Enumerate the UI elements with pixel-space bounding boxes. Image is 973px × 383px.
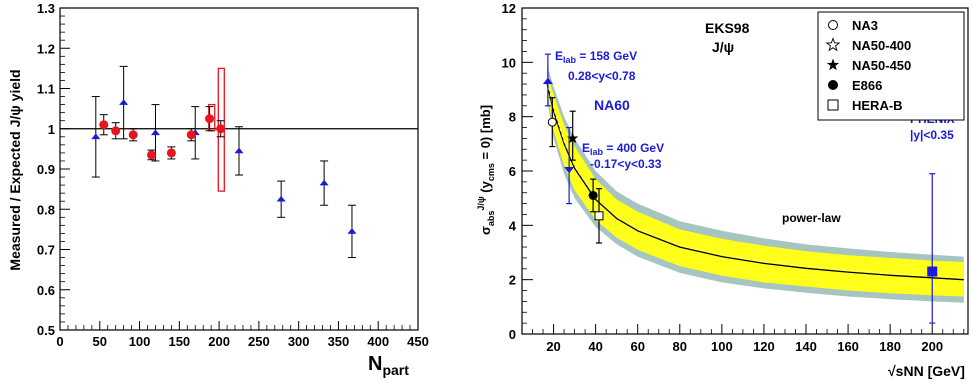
right-ticks: 20 40 60 80 100 120 140 160 180 200 0 2 4 6 8 10 12: [502, 1, 965, 354]
y-tick-label: 0.7: [37, 243, 55, 258]
legend-entry-label: NA3: [852, 18, 878, 33]
left-y-axis-label: Measured / Expected J/ψ yield: [7, 69, 23, 270]
right-x-axis-label: √sNN [GeV]: [888, 363, 965, 379]
legend-entry-label: E866: [852, 78, 882, 93]
left-ticks: 0 50 100 150 200 250 300 350 400 450 0.5 0.6 0.7 0.8 0…: [37, 1, 429, 349]
red-circle-point: [128, 130, 138, 140]
x-tick-label: 40: [588, 339, 602, 354]
y-tick-label: 0: [509, 327, 516, 342]
legend-star-icon: [826, 58, 840, 71]
x-tick-label: 450: [407, 334, 429, 349]
y-tick-label: 1: [48, 122, 55, 137]
na50-450-star-point: [566, 132, 579, 144]
x-tick-label: 250: [248, 334, 270, 349]
legend-open-star-icon: [825, 37, 841, 52]
x-tick-label: 100: [129, 334, 151, 349]
blue-triangle-point: [91, 133, 101, 140]
x-tick-label: 200: [208, 334, 230, 349]
x-tick-label: 140: [795, 339, 817, 354]
x-tick-label: 350: [328, 334, 350, 349]
annotation-elab-400: Elab = 400 GeV: [582, 141, 664, 157]
x-tick-label: 300: [288, 334, 310, 349]
x-tick-label: 200: [921, 339, 943, 354]
y-tick-label: 0.8: [37, 202, 55, 217]
x-tick-label: 120: [753, 339, 775, 354]
blue-triangle-point: [150, 129, 160, 136]
y-tick-label: 0.6: [37, 283, 55, 298]
legend-open-circle-icon: [828, 20, 838, 30]
x-tick-label: 100: [711, 339, 733, 354]
blue-triangle-point: [276, 195, 286, 202]
y-tick-label: 4: [509, 218, 517, 233]
x-tick-label: 160: [837, 339, 859, 354]
inner-uncertainty-band: [547, 73, 964, 297]
blue-triangle-point: [119, 99, 129, 105]
phenix-square-point: [927, 266, 938, 277]
right-data-points: [542, 53, 938, 324]
y-tick-label: 12: [502, 1, 516, 16]
y-tick-label: 8: [509, 110, 516, 125]
x-tick-label: 400: [367, 334, 389, 349]
annotation-na60: NA60: [594, 97, 630, 113]
left-chart: 0 50 100 150 200 250 300 350 400 450 0.5 0.6 0.7 0.8 0…: [7, 1, 429, 378]
annotation-rapidity-400: -0.17<y<0.33: [590, 157, 662, 171]
legend-entry-label: NA50-450: [852, 58, 911, 73]
x-tick-label: 20: [546, 339, 560, 354]
right-subtitle: J/ψ: [712, 39, 734, 55]
right-title: EKS98: [705, 20, 750, 36]
right-chart: 20 40 60 80 100 120 140 160 180 200 0 2 4 6 8 10 12 EKS9…: [476, 1, 969, 379]
red-circle-point: [111, 126, 121, 136]
legend-entry-label: NA50-400: [852, 38, 911, 53]
legend-filled-circle-icon: [828, 80, 838, 90]
x-tick-label: 50: [93, 334, 107, 349]
red-circle-point: [99, 120, 109, 130]
right-y-axis-label: σabsJ/ψ (ycms = 0) [mb]: [476, 105, 496, 235]
red-circle-point: [146, 150, 156, 160]
y-tick-label: 2: [509, 273, 516, 288]
y-tick-label: 10: [502, 55, 516, 70]
annotation-phenix-rapidity: |y|<0.35: [910, 128, 954, 142]
x-tick-label: 60: [630, 339, 644, 354]
left-data-points: [91, 65, 357, 259]
na60-158-triangle-point: [542, 77, 553, 84]
blue-triangle-point: [347, 228, 357, 234]
blue-triangle-point: [234, 147, 244, 154]
right-legend: NA3 NA50-400 NA50-450 E866 HERA-B: [817, 11, 965, 121]
legend-entry-label: HERA-B: [852, 98, 903, 113]
x-tick-label: 80: [673, 339, 687, 354]
x-tick-label: 0: [56, 334, 63, 349]
legend-open-square-icon: [827, 99, 839, 111]
annotation-elab-158: Elab = 158 GeV: [555, 49, 637, 65]
legend-box: [817, 11, 965, 121]
na3-point: [547, 117, 557, 127]
right-model-band: [546, 65, 964, 303]
blue-triangle-point: [319, 179, 329, 186]
y-tick-label: 6: [509, 164, 516, 179]
y-tick-label: 1.1: [37, 82, 55, 97]
hera-b-point: [594, 211, 604, 221]
x-tick-label: 180: [879, 339, 901, 354]
red-circle-point: [205, 114, 215, 124]
power-law-central-curve: [546, 83, 964, 281]
y-tick-label: 1.3: [37, 1, 55, 16]
annotation-rapidity-158: 0.28<y<0.78: [568, 69, 636, 83]
y-tick-label: 1.2: [37, 41, 55, 56]
left-x-axis-label: Npart: [368, 353, 409, 378]
x-tick-label: 150: [168, 334, 190, 349]
red-circle-point: [166, 148, 176, 158]
red-circle-point: [216, 124, 226, 134]
na60-400-triangle-point: [564, 167, 575, 174]
red-circle-point: [186, 130, 196, 140]
annotation-power-law: power-law: [782, 211, 841, 225]
e866-point: [588, 190, 598, 200]
power-law-dashed-curve: [546, 82, 964, 278]
y-tick-label: 0.5: [37, 323, 55, 338]
y-tick-label: 0.9: [37, 162, 55, 177]
